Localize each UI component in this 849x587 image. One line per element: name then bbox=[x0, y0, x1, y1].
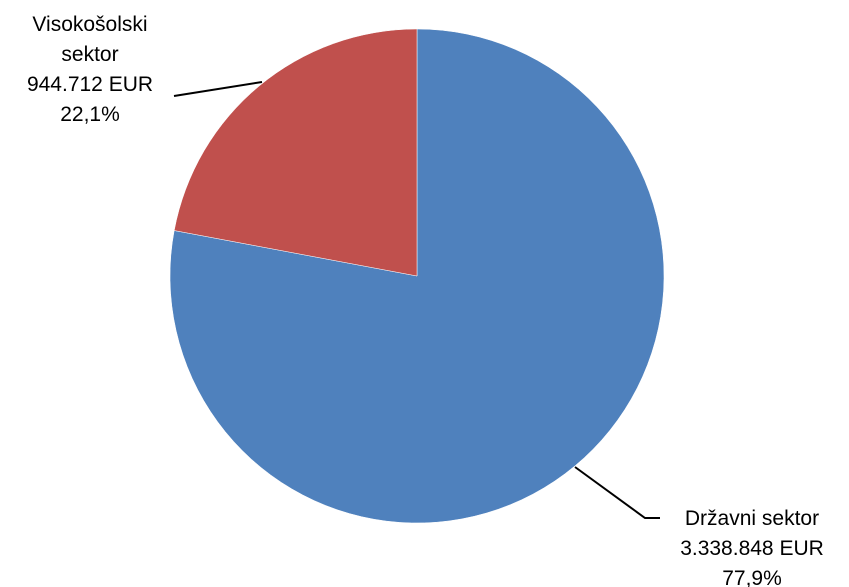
data-label-name-line2: sektor bbox=[61, 43, 118, 66]
data-label-percent: 77,9% bbox=[722, 567, 782, 587]
data-label-drzavni-sektor: Državni sektor 3.338.848 EUR 77,9% bbox=[680, 507, 824, 587]
data-label-percent: 22,1% bbox=[60, 103, 120, 126]
data-label-value: 3.338.848 EUR bbox=[680, 537, 824, 560]
data-label-visokosolski-sektor: Visokošolski sektor 944.712 EUR 22,1% bbox=[27, 13, 153, 126]
data-label-name: Državni sektor bbox=[685, 507, 819, 530]
leader-line-drzavni-sektor bbox=[574, 466, 660, 519]
leader-line-visokosolski-sektor bbox=[173, 81, 263, 97]
pie-slice-visokosolski-sektor bbox=[173, 28, 418, 277]
leader-lines bbox=[173, 81, 660, 519]
data-label-name-line1: Visokošolski bbox=[32, 13, 147, 36]
data-label-value: 944.712 EUR bbox=[27, 73, 153, 96]
pie-slices bbox=[169, 28, 665, 524]
